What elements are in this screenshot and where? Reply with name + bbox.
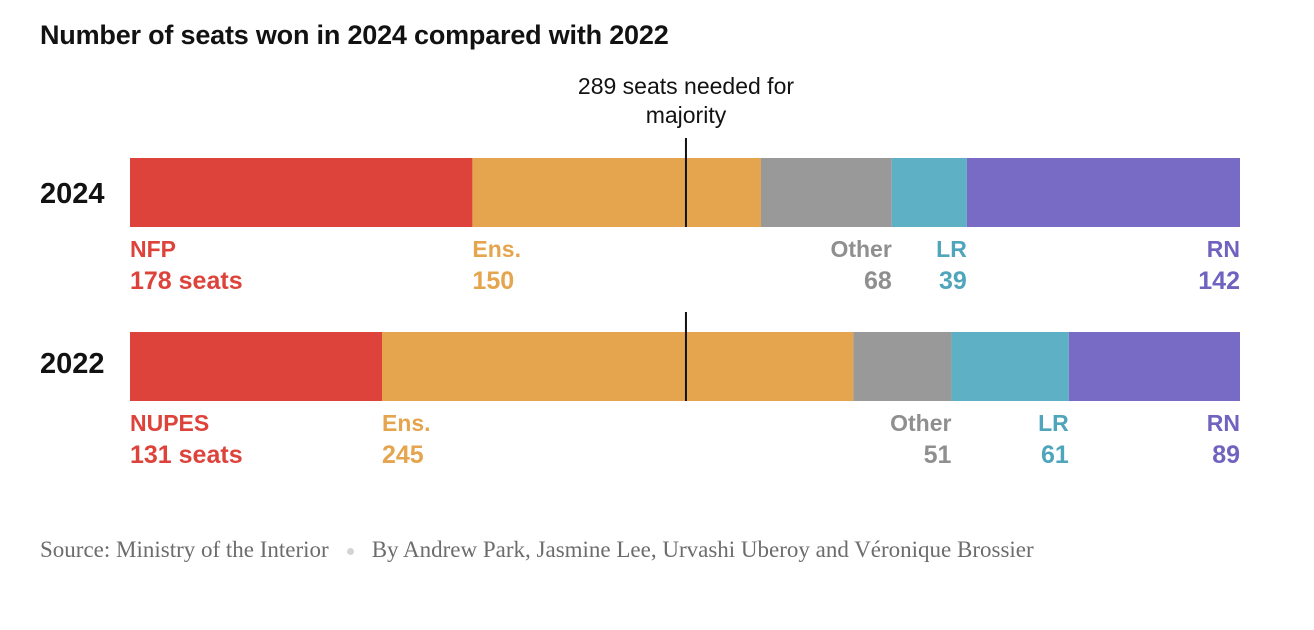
- seat-value-2022-nupes: 131 seats: [130, 441, 243, 469]
- seat-value-2024-lr: 39: [939, 267, 967, 295]
- party-label-2024-lr: LR: [936, 236, 967, 262]
- party-label-2022-ens: Ens.: [382, 410, 431, 436]
- party-label-2022-rn: RN: [1207, 410, 1240, 436]
- seat-value-2022-ens: 245: [382, 441, 424, 469]
- chart-title: Number of seats won in 2024 compared wit…: [40, 20, 669, 50]
- year-label-2022: 2022: [40, 348, 105, 380]
- bar-2024-rn: [966, 158, 1240, 227]
- party-label-2022-lr: LR: [1038, 410, 1069, 436]
- bar-2022-rn: [1068, 332, 1240, 401]
- byline-text: By Andrew Park, Jasmine Lee, Urvashi Ube…: [371, 537, 1034, 562]
- source-text: Source: Ministry of the Interior: [40, 537, 329, 562]
- seat-value-2024-nfp: 178 seats: [130, 267, 243, 295]
- party-label-2024-other: Other: [830, 236, 891, 262]
- seat-value-2022-rn: 89: [1212, 441, 1240, 469]
- year-label-2024: 2024: [40, 178, 105, 210]
- bar-2022-ens: [382, 332, 854, 401]
- party-label-2024-nfp: NFP: [130, 236, 176, 262]
- seat-value-2024-other: 68: [864, 267, 892, 295]
- bar-2024-ens: [472, 158, 761, 227]
- party-label-2024-rn: RN: [1207, 236, 1240, 262]
- majority-label-line-2: majority: [646, 102, 727, 128]
- bar-2022-lr: [951, 332, 1069, 401]
- bar-2022-nupes: [130, 332, 383, 401]
- seat-value-2024-rn: 142: [1198, 267, 1240, 295]
- party-label-2022-other: Other: [890, 410, 951, 436]
- separator-dot: [346, 548, 354, 556]
- bar-2022-other: [853, 332, 952, 401]
- party-label-2022-nupes: NUPES: [130, 410, 209, 436]
- party-label-2024-ens: Ens.: [472, 236, 521, 262]
- bar-2024-nfp: [130, 158, 473, 227]
- source-line: Source: Ministry of the Interior By Andre…: [40, 533, 1280, 567]
- seat-value-2022-other: 51: [924, 441, 952, 469]
- bar-2024-other: [760, 158, 892, 227]
- bar-2024-lr: [891, 158, 967, 227]
- stacked-bar-chart: 2024 NFP 178 seats Ens. 150 Other 68 LR 39 RN 142 2…: [40, 73, 1240, 469]
- majority-label-line-1: 289 seats needed for: [578, 73, 794, 99]
- seat-value-2022-lr: 61: [1041, 441, 1069, 469]
- seat-value-2024-ens: 150: [472, 267, 514, 295]
